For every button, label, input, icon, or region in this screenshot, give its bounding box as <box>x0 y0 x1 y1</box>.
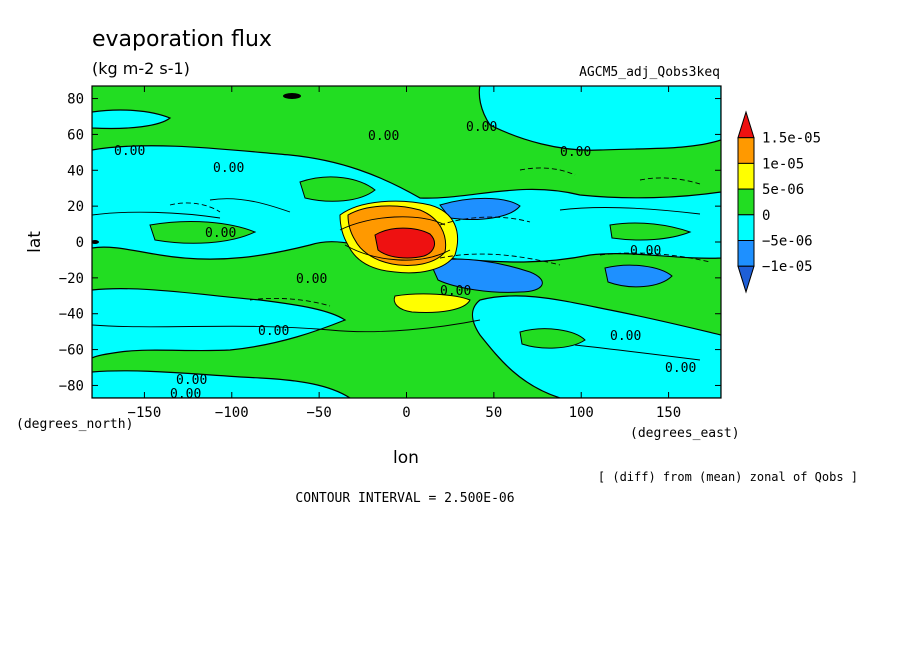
y-axis-label: lat <box>25 231 45 253</box>
contour-label: 0.00 <box>114 144 145 159</box>
dataset-label: AGCM5_adj_Qobs3keq <box>579 65 720 80</box>
region-cyan-south-west <box>92 288 347 359</box>
region-blue-south-east <box>604 264 673 288</box>
contour-label: 0.00 <box>213 161 244 176</box>
colorbar-bottom-arrow <box>737 265 755 294</box>
contour-label: 0.00 <box>205 226 236 241</box>
region-blue-north-center <box>439 197 521 220</box>
island-green-4 <box>519 328 586 349</box>
colorbar-label: −1e-05 <box>762 259 813 275</box>
contour-label: 0.00 <box>665 361 696 376</box>
y-units-label: (degrees_north) <box>16 417 133 432</box>
colorbar-label: 5e-06 <box>762 182 804 198</box>
y-tick-label: 60 <box>67 127 84 143</box>
colorbar-segment <box>737 137 755 164</box>
blob-north <box>283 93 301 99</box>
colorbar-segment <box>737 188 755 216</box>
colorbar-label: 0 <box>762 208 770 224</box>
x-tick-label: 150 <box>656 405 681 421</box>
contour-label: 0.00 <box>466 120 497 135</box>
contour-label: 0.00 <box>258 324 289 339</box>
x-tick-label: 100 <box>569 405 594 421</box>
x-tick-label: 0 <box>402 405 410 421</box>
y-tick-label: 80 <box>67 92 84 108</box>
y-tick-label: −60 <box>59 343 84 359</box>
contour-label: 0.00 <box>610 329 641 344</box>
island-green-3 <box>609 222 692 241</box>
plot-area: 0.00 0.00 0.00 0.00 0.00 0.00 0.00 0.00 … <box>92 86 721 402</box>
positive-islands <box>149 176 692 349</box>
contour-label: 0.00 <box>296 272 327 287</box>
contour-labels: 0.00 0.00 0.00 0.00 0.00 0.00 0.00 0.00 … <box>114 120 696 402</box>
colorbar-segment <box>737 162 755 190</box>
island-green-1 <box>299 176 376 202</box>
y-tick-label: 40 <box>67 163 84 179</box>
region-red-center <box>374 227 436 259</box>
contour-label: 0.00 <box>560 145 591 160</box>
region-cyan-north-east <box>478 86 721 151</box>
x-tick-label: 50 <box>485 405 502 421</box>
contour-lines <box>92 167 711 361</box>
colorbar-top-arrow <box>737 110 755 139</box>
y-tick-label: 0 <box>76 235 84 251</box>
y-tick-label: 20 <box>67 199 84 215</box>
region-yellow-south <box>393 293 471 313</box>
contour-label: 0.00 <box>368 129 399 144</box>
region-cyan-north-west <box>92 109 172 130</box>
x-tick-label: −100 <box>215 405 249 421</box>
contour-interval-label: CONTOUR INTERVAL = 2.500E-06 <box>295 491 514 506</box>
island-green-2 <box>149 220 257 244</box>
strong-negative-regions <box>429 197 673 293</box>
contour-label: 0.00 <box>176 373 207 388</box>
diff-note: [ (diff) from (mean) zonal of Qobs ] <box>598 470 858 484</box>
contour-label: 0.00 <box>170 387 201 402</box>
y-tick-label: −80 <box>59 378 84 394</box>
chart-title: evaporation flux <box>92 27 272 52</box>
chart-units: (kg m-2 s-1) <box>92 59 190 78</box>
y-tick-label: −20 <box>59 271 84 287</box>
region-blue-south-center <box>429 258 543 293</box>
colorbar-segment <box>737 240 755 267</box>
x-units-label: (degrees_east) <box>630 426 740 441</box>
colorbar-label: 1.5e-05 <box>762 131 821 147</box>
x-axis: −150 −100 −50 0 50 100 150 <box>128 86 681 421</box>
contour-label: 0.00 <box>630 244 661 259</box>
x-tick-label: −150 <box>128 405 162 421</box>
x-axis-label: lon <box>393 448 419 468</box>
y-axis: 80 60 40 20 0 −20 −40 −60 −80 <box>59 92 721 394</box>
contour-label: 0.00 <box>440 284 471 299</box>
region-cyan-far-south <box>92 370 352 398</box>
colorbar: 1.5e-05 1e-05 5e-06 0 −5e-06 −1e-05 <box>737 110 821 294</box>
x-tick-label: −50 <box>306 405 331 421</box>
colorbar-segment <box>737 214 755 242</box>
colorbar-label: 1e-05 <box>762 156 804 172</box>
colorbar-label: −5e-06 <box>762 234 813 250</box>
y-tick-label: −40 <box>59 307 84 323</box>
